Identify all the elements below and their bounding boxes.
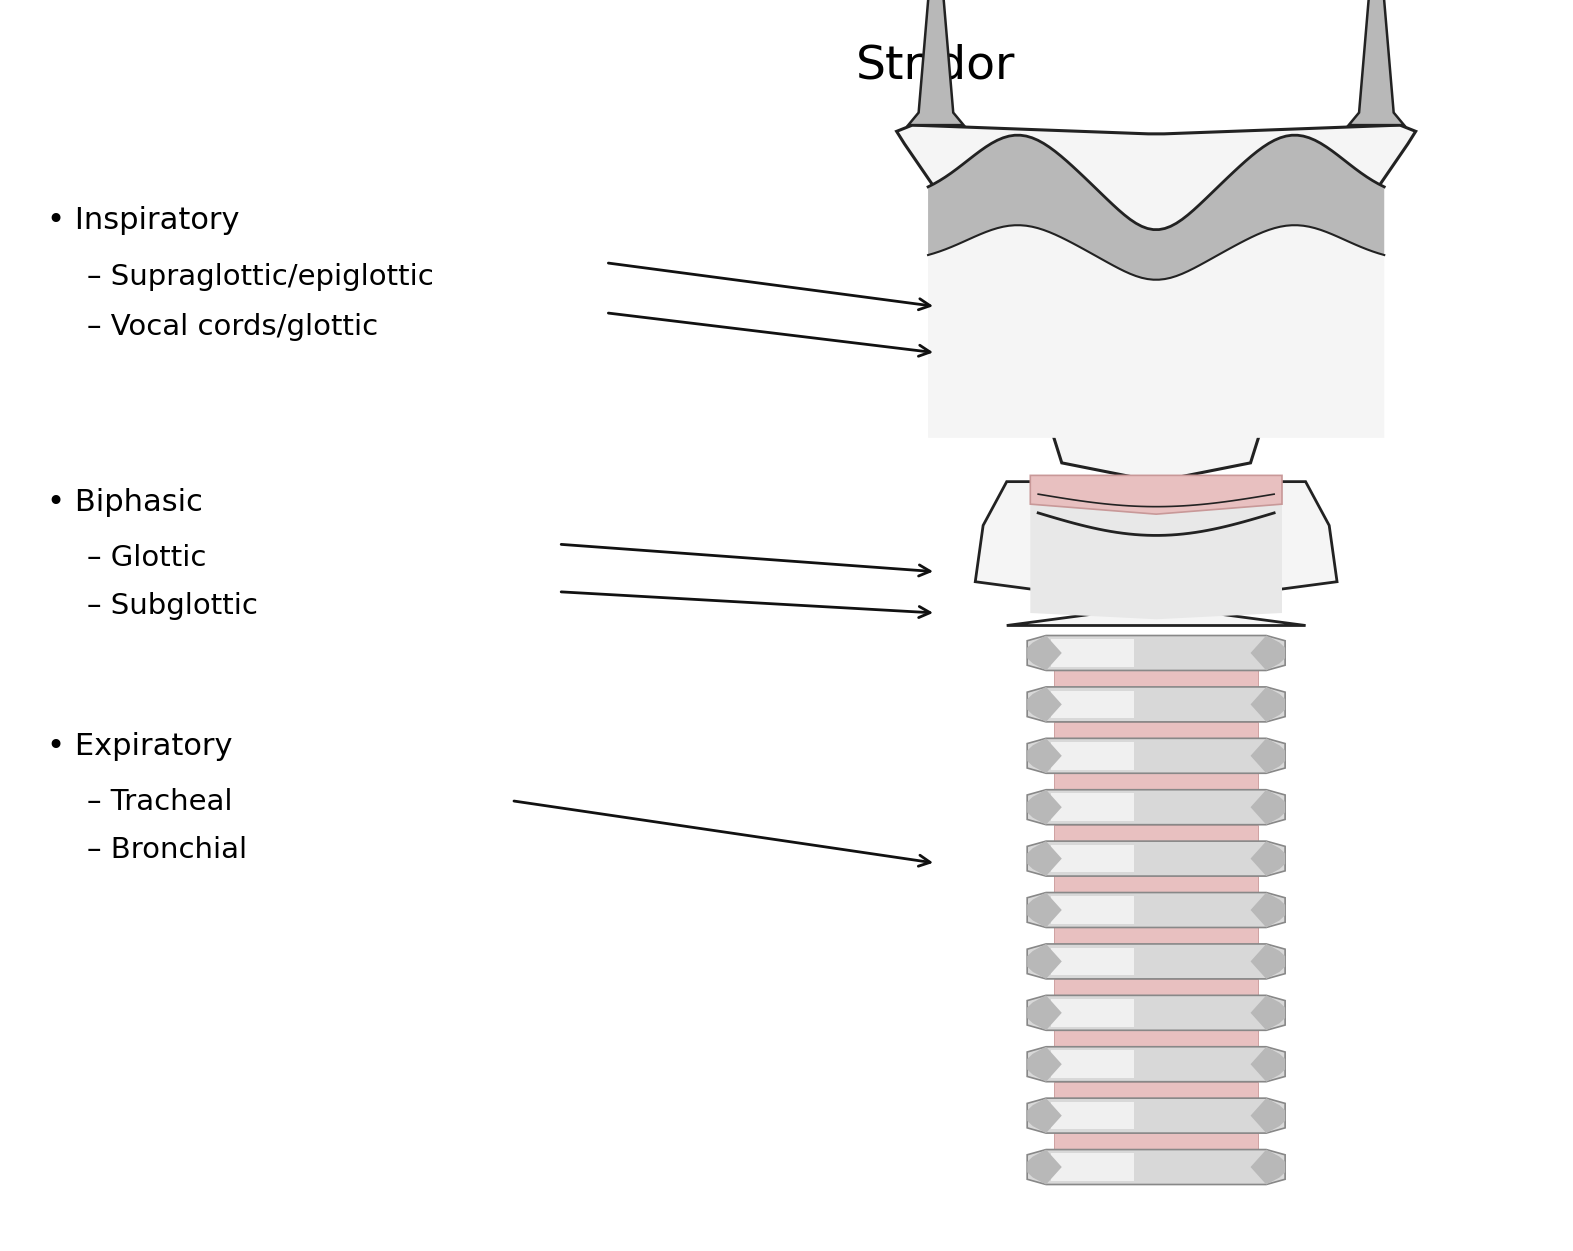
Polygon shape (1051, 793, 1134, 821)
Polygon shape (1051, 1153, 1134, 1181)
Polygon shape (1027, 945, 1285, 978)
Polygon shape (1054, 671, 1258, 687)
Polygon shape (1054, 927, 1258, 945)
Polygon shape (1251, 892, 1285, 927)
Polygon shape (1030, 488, 1282, 619)
Polygon shape (1251, 789, 1285, 824)
Text: Stridor: Stridor (856, 44, 1016, 89)
Polygon shape (1054, 773, 1258, 789)
Polygon shape (1027, 1098, 1285, 1133)
Polygon shape (1051, 948, 1134, 975)
Polygon shape (1027, 789, 1285, 824)
Polygon shape (1027, 738, 1285, 773)
Polygon shape (1251, 636, 1285, 671)
Polygon shape (975, 482, 1337, 626)
Polygon shape (1027, 636, 1062, 671)
Polygon shape (1051, 896, 1134, 923)
Polygon shape (1251, 687, 1285, 722)
Polygon shape (1051, 844, 1134, 872)
Polygon shape (1251, 1150, 1285, 1185)
Polygon shape (1027, 892, 1285, 927)
Polygon shape (1054, 1082, 1258, 1098)
Polygon shape (1348, 0, 1405, 125)
Text: – Glottic: – Glottic (87, 544, 206, 572)
Polygon shape (1054, 876, 1258, 892)
Polygon shape (1251, 1047, 1285, 1082)
Polygon shape (1054, 1133, 1258, 1150)
Polygon shape (1027, 996, 1285, 1031)
Polygon shape (1027, 1047, 1285, 1082)
Polygon shape (1251, 738, 1285, 773)
Polygon shape (1027, 1150, 1285, 1185)
Text: • Inspiratory: • Inspiratory (47, 206, 239, 235)
Polygon shape (1027, 841, 1062, 876)
Polygon shape (1027, 1150, 1062, 1185)
Polygon shape (1027, 1047, 1062, 1082)
Polygon shape (1030, 475, 1282, 514)
Polygon shape (1251, 945, 1285, 978)
Polygon shape (1027, 789, 1062, 824)
Polygon shape (1027, 945, 1062, 978)
Polygon shape (1051, 1102, 1134, 1130)
Polygon shape (1054, 1031, 1258, 1047)
Polygon shape (1054, 978, 1258, 996)
Text: • Expiratory: • Expiratory (47, 732, 233, 761)
Text: • Biphasic: • Biphasic (47, 488, 203, 517)
Polygon shape (1027, 687, 1285, 722)
Polygon shape (928, 225, 1384, 438)
Polygon shape (1051, 639, 1134, 667)
Polygon shape (908, 0, 964, 125)
Polygon shape (1251, 1098, 1285, 1133)
Text: – Subglottic: – Subglottic (87, 592, 258, 619)
Text: – Vocal cords/glottic: – Vocal cords/glottic (87, 313, 378, 340)
Polygon shape (1027, 841, 1285, 876)
Polygon shape (1027, 636, 1285, 671)
Polygon shape (1251, 996, 1285, 1031)
Text: – Supraglottic/epiglottic: – Supraglottic/epiglottic (87, 263, 433, 290)
Polygon shape (1054, 824, 1258, 841)
Text: – Tracheal: – Tracheal (87, 788, 231, 816)
Polygon shape (1051, 1051, 1134, 1078)
Polygon shape (1251, 841, 1285, 876)
Polygon shape (928, 135, 1384, 280)
Polygon shape (1027, 687, 1062, 722)
Polygon shape (1054, 722, 1258, 738)
Text: – Bronchial: – Bronchial (87, 836, 247, 863)
Polygon shape (1027, 1098, 1062, 1133)
Polygon shape (1051, 691, 1134, 718)
Polygon shape (1051, 742, 1134, 769)
Polygon shape (1027, 996, 1062, 1031)
Polygon shape (1051, 1000, 1134, 1027)
Polygon shape (1027, 738, 1062, 773)
Polygon shape (897, 125, 1416, 482)
Polygon shape (1027, 892, 1062, 927)
